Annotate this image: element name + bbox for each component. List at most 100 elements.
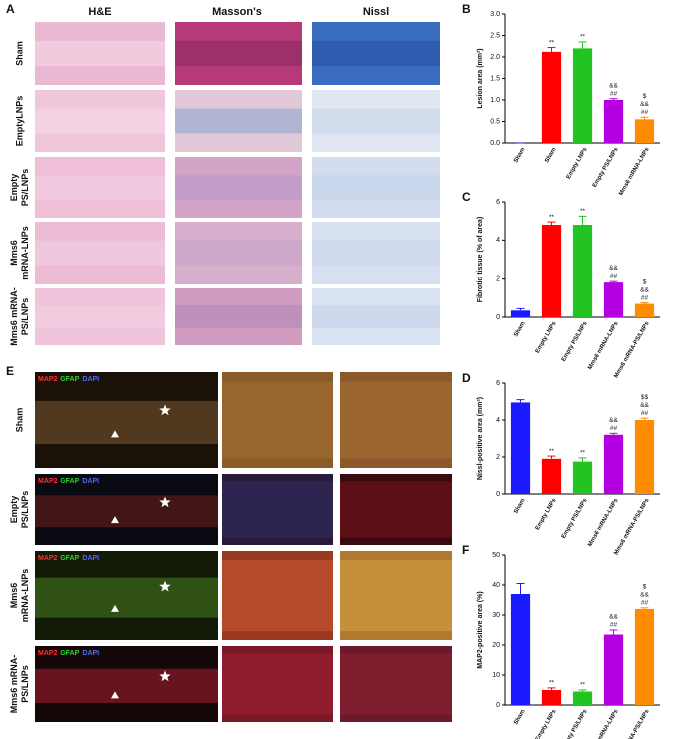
row-label: Mms6 mRNA-: [9, 655, 19, 714]
significance-mark: **: [580, 682, 586, 689]
bar: [572, 461, 593, 494]
x-tick-label: Mms6 mRNA-PS/LNPs: [613, 497, 651, 556]
y-tick-label: 0: [496, 491, 500, 498]
y-tick-label: 0.0: [490, 140, 500, 147]
marker-star: [159, 496, 171, 508]
bar: [603, 282, 624, 317]
stain-label: MAP2: [38, 478, 58, 485]
tissue-band: [35, 40, 165, 67]
significance-mark: ##: [641, 410, 649, 417]
bar: [634, 303, 655, 317]
y-tick-label: 1.5: [490, 75, 500, 82]
stain-label: MAP2: [38, 555, 58, 562]
tissue-band: [175, 108, 302, 134]
bar: [541, 458, 562, 494]
tissue-band: [222, 559, 333, 632]
x-tick-label: Mms6 mRNA-LNPs: [587, 497, 620, 548]
tissue-band: [222, 481, 333, 538]
stain-label: GFAP: [60, 555, 79, 562]
significance-mark: &&: [640, 286, 649, 293]
panel-label: F: [462, 543, 469, 557]
tissue-band: [175, 40, 302, 67]
stain-label: GFAP: [60, 650, 79, 657]
marker-triangle: [111, 691, 119, 699]
tissue-band: [340, 559, 452, 632]
significance-mark: ##: [610, 425, 618, 432]
tissue-band: [175, 305, 302, 328]
x-tick-label: Empty LNPs: [535, 320, 558, 354]
x-tick-label: Sham: [513, 147, 526, 164]
row-label: mRNA-LNPs: [20, 226, 30, 280]
tissue-band: [222, 653, 333, 715]
x-tick-label: Sham: [513, 709, 526, 726]
y-tick-label: 0: [496, 702, 500, 709]
panel-label: A: [6, 2, 15, 16]
y-axis-label: Nissl-positive area (mm²): [477, 397, 484, 480]
panel-label: D: [462, 371, 471, 385]
significance-mark: &&: [640, 402, 649, 409]
row-label: PS/LNPs: [20, 298, 30, 336]
tissue-band: [35, 175, 165, 200]
x-tick-label: Empty PS/LNPs: [561, 708, 589, 739]
row-label: Mms6 mRNA-: [9, 287, 19, 346]
marker-triangle: [111, 430, 119, 438]
significance-mark: **: [580, 208, 586, 215]
bar: [541, 690, 562, 705]
stain-label: DAPI: [82, 650, 99, 657]
significance-mark: ##: [641, 294, 649, 301]
y-axis-label: Fibrotic tissue (% of area): [477, 217, 484, 303]
tissue-band: [35, 495, 218, 528]
tissue-band: [340, 481, 452, 538]
row-label: Empty: [9, 174, 19, 202]
significance-mark: **: [549, 680, 555, 687]
stain-label: GFAP: [60, 376, 79, 383]
tissue-band: [340, 653, 452, 715]
row-label: Sham: [14, 408, 24, 433]
significance-mark: $$: [641, 394, 649, 401]
bar: [603, 100, 624, 143]
bar: [572, 225, 593, 317]
x-tick-label: Sham: [513, 321, 526, 338]
y-tick-label: 10: [492, 672, 500, 679]
stain-label: GFAP: [60, 478, 79, 485]
stain-label: DAPI: [82, 555, 99, 562]
row-label: PS/LNPs: [20, 491, 30, 529]
bar: [510, 594, 531, 705]
row-label: Mms6: [9, 240, 19, 266]
column-header: Masson's: [212, 6, 262, 18]
tissue-band: [312, 175, 440, 200]
significance-mark: **: [580, 34, 586, 41]
y-tick-label: 1.0: [490, 97, 500, 104]
panel-label: C: [462, 190, 471, 204]
x-tick-label: Empty LNPs: [535, 497, 558, 531]
significance-mark: ##: [610, 622, 618, 629]
y-tick-label: 0: [496, 314, 500, 321]
significance-mark: ##: [610, 90, 618, 97]
significance-mark: &&: [609, 417, 618, 424]
x-tick-label: Sham: [544, 147, 557, 164]
tissue-band: [175, 240, 302, 266]
y-tick-label: 3.0: [490, 11, 500, 18]
x-tick-label: Sham: [513, 498, 526, 515]
y-tick-label: 40: [492, 582, 500, 589]
tissue-band: [35, 577, 218, 618]
tissue-band: [312, 108, 440, 134]
significance-mark: **: [549, 214, 555, 221]
column-header: Nissl: [363, 6, 389, 18]
significance-mark: **: [549, 39, 555, 46]
row-label: mRNA-LNPs: [20, 569, 30, 623]
tissue-band: [35, 240, 165, 266]
bar: [634, 420, 655, 494]
bar: [603, 634, 624, 705]
x-tick-label: Empty PS/LNPs: [592, 146, 620, 189]
y-tick-label: 6: [496, 199, 500, 206]
x-tick-label: Empty LNPs: [566, 146, 589, 180]
tissue-band: [35, 668, 218, 703]
significance-mark: ##: [641, 600, 649, 607]
y-tick-label: 0.5: [490, 118, 500, 125]
y-tick-label: 20: [492, 642, 500, 649]
x-tick-label: Mms6 mRNA-PS/LNPs: [613, 320, 651, 379]
bar: [603, 434, 624, 494]
bar: [541, 51, 562, 144]
